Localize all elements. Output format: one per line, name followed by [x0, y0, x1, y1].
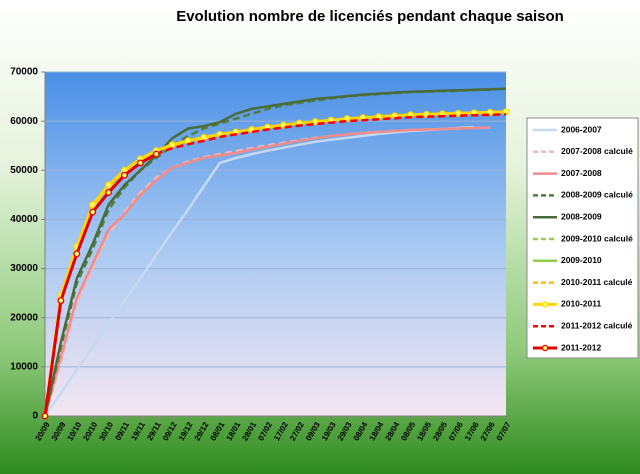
legend-label: 2008-2009	[561, 211, 602, 221]
y-tick-label: 40000	[10, 214, 38, 225]
point	[502, 108, 510, 116]
legend-label: 2010-2011	[561, 299, 601, 309]
point	[136, 159, 144, 167]
legend-label: 2008-2009 calculé	[561, 190, 633, 200]
point	[454, 109, 462, 117]
point	[152, 150, 160, 158]
point	[168, 141, 176, 149]
legend-label: 2011-2012	[561, 342, 601, 352]
point	[105, 181, 113, 189]
series-line	[43, 88, 491, 417]
point	[200, 133, 208, 141]
legend-marker	[541, 344, 549, 352]
legend-label: 2009-2010 calculé	[561, 233, 633, 243]
plot-area	[45, 72, 506, 416]
legend-marker	[541, 301, 549, 308]
point	[73, 250, 81, 258]
y-tick-label: 20000	[10, 312, 38, 323]
legend-label: 2011-2012 calculé	[561, 320, 633, 330]
point	[89, 201, 97, 209]
y-tick-label: 0	[32, 411, 38, 422]
series-line	[43, 126, 491, 417]
legend-label: 2009-2010	[561, 255, 602, 265]
point	[121, 171, 128, 179]
y-tick-label: 50000	[10, 165, 38, 176]
chart-title: Evolution nombre de licenciés pendant ch…	[176, 8, 564, 25]
point	[311, 118, 319, 126]
point	[89, 208, 97, 216]
legend-label: 2007-2008 calculé	[561, 146, 633, 156]
y-tick-label: 70000	[10, 67, 38, 78]
point	[105, 188, 113, 196]
y-tick-label: 60000	[10, 116, 38, 127]
y-tick-label: 10000	[10, 361, 38, 372]
legend-label: 2006-2007	[561, 124, 602, 134]
point	[57, 297, 65, 304]
legend-label: 2007-2008	[561, 168, 602, 178]
point	[41, 412, 49, 420]
series-line	[43, 87, 507, 417]
legend-label: 2010-2011 calculé	[561, 277, 633, 287]
y-tick-label: 30000	[10, 263, 38, 274]
